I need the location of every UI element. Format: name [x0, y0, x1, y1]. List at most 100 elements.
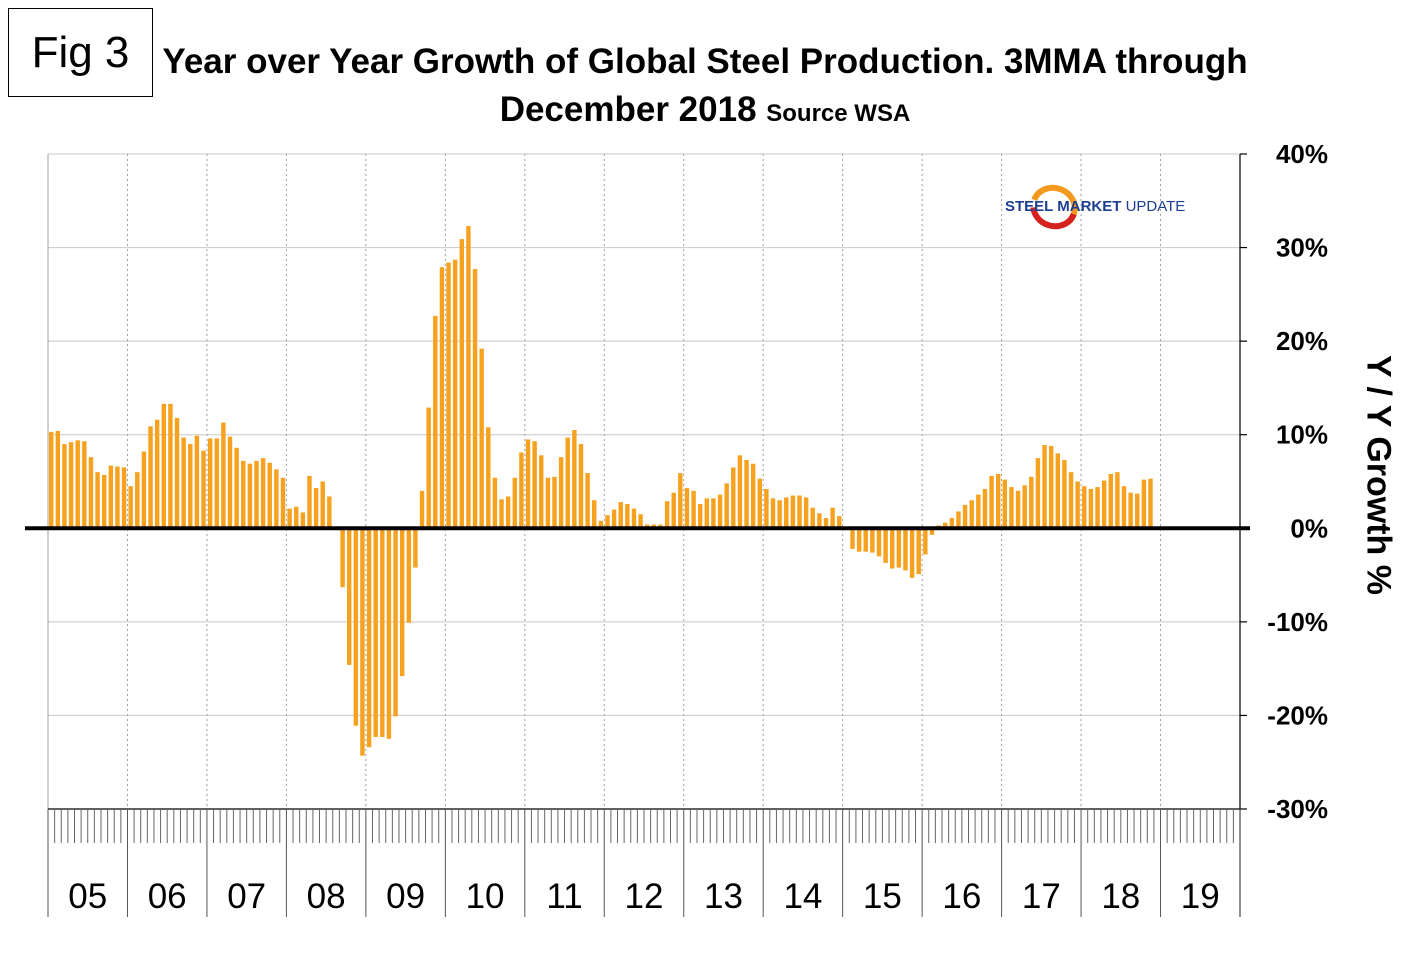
- bar: [1095, 487, 1100, 529]
- bar: [1055, 453, 1060, 529]
- bar: [101, 474, 107, 529]
- bar: [82, 441, 87, 529]
- bar: [221, 422, 226, 529]
- figure-label: Fig 3: [8, 8, 153, 97]
- bar: [393, 528, 398, 717]
- bar: [1002, 479, 1008, 529]
- bar: [1141, 479, 1147, 529]
- bar: [678, 473, 683, 529]
- x-year-label: 13: [704, 877, 743, 916]
- bar: [141, 451, 147, 529]
- y-tick-label: -20%: [1267, 700, 1328, 730]
- bar: [181, 437, 186, 529]
- chart-title: Year over Year Growth of Global Steel Pr…: [160, 38, 1250, 138]
- bar: [260, 458, 266, 529]
- bar: [770, 498, 776, 529]
- y-tick-label: 0%: [1290, 513, 1328, 543]
- bar: [790, 495, 796, 529]
- bar: [499, 499, 504, 529]
- bar: [519, 452, 524, 529]
- bar: [479, 348, 484, 529]
- bar: [903, 528, 908, 571]
- chart-title-main: Year over Year Growth of Global Steel Pr…: [162, 42, 1248, 129]
- bar: [413, 528, 418, 568]
- bar: [214, 438, 219, 529]
- bar: [724, 483, 729, 529]
- bar: [539, 455, 544, 529]
- y-tick-label: 40%: [1276, 139, 1328, 169]
- bar: [863, 528, 868, 552]
- bar: [1035, 458, 1041, 529]
- bar: [108, 465, 114, 529]
- bar: [1042, 445, 1047, 529]
- bar: [611, 509, 617, 529]
- bar: [280, 477, 286, 529]
- bar: [88, 457, 94, 529]
- bar: [803, 497, 809, 529]
- y-tick-label: -30%: [1267, 794, 1328, 824]
- bar: [711, 498, 716, 529]
- bar: [876, 528, 882, 557]
- bar: [1068, 472, 1074, 529]
- bar: [1015, 490, 1021, 529]
- axis-layer: [25, 153, 1250, 917]
- bar: [168, 403, 173, 529]
- bar: [492, 477, 498, 529]
- bar: [446, 262, 451, 529]
- x-year-label: 12: [625, 877, 664, 916]
- bar: [426, 407, 431, 529]
- bar: [929, 528, 935, 535]
- bar: [373, 528, 378, 737]
- bar: [439, 267, 445, 529]
- bar: [1115, 472, 1120, 529]
- bar: [327, 496, 332, 529]
- bar: [49, 431, 54, 529]
- bar: [525, 439, 531, 529]
- bar: [605, 515, 610, 529]
- bar: [340, 528, 345, 588]
- bar: [1101, 480, 1107, 529]
- x-year-label: 08: [307, 877, 346, 916]
- bar: [207, 438, 213, 529]
- bar: [671, 492, 676, 529]
- x-year-label: 19: [1181, 877, 1220, 916]
- bar: [241, 460, 246, 529]
- y-axis-label: Y / Y Growth %: [1359, 355, 1398, 595]
- bar: [989, 475, 994, 529]
- bar: [62, 444, 67, 529]
- bar: [55, 430, 61, 529]
- logo-text-regular: UPDATE: [1125, 198, 1186, 215]
- bar: [704, 498, 710, 529]
- x-year-label: 06: [148, 877, 187, 916]
- bar: [294, 506, 299, 529]
- bar: [1009, 487, 1014, 529]
- bar: [916, 528, 921, 575]
- bar: [161, 403, 166, 529]
- bar: [234, 447, 239, 529]
- bar: [976, 494, 981, 529]
- bar: [850, 528, 855, 549]
- bar: [313, 488, 319, 529]
- bar: [360, 528, 365, 756]
- bar: [638, 514, 643, 529]
- bar: [472, 269, 478, 529]
- x-year-label: 11: [546, 877, 582, 916]
- bar: [121, 467, 127, 529]
- y-tick-label: 30%: [1276, 233, 1328, 263]
- bar: [823, 517, 829, 529]
- bar: [386, 528, 392, 739]
- bar: [717, 494, 723, 529]
- bar: [856, 528, 862, 552]
- bar: [399, 528, 405, 677]
- bar: [625, 503, 630, 529]
- bar: [174, 417, 180, 529]
- bar: [1128, 492, 1133, 529]
- bar: [578, 444, 584, 529]
- bar: [697, 503, 703, 529]
- bar: [366, 528, 372, 748]
- bar: [320, 481, 325, 529]
- x-year-label: 09: [386, 877, 425, 916]
- bar: [1108, 474, 1113, 529]
- bar: [592, 500, 597, 529]
